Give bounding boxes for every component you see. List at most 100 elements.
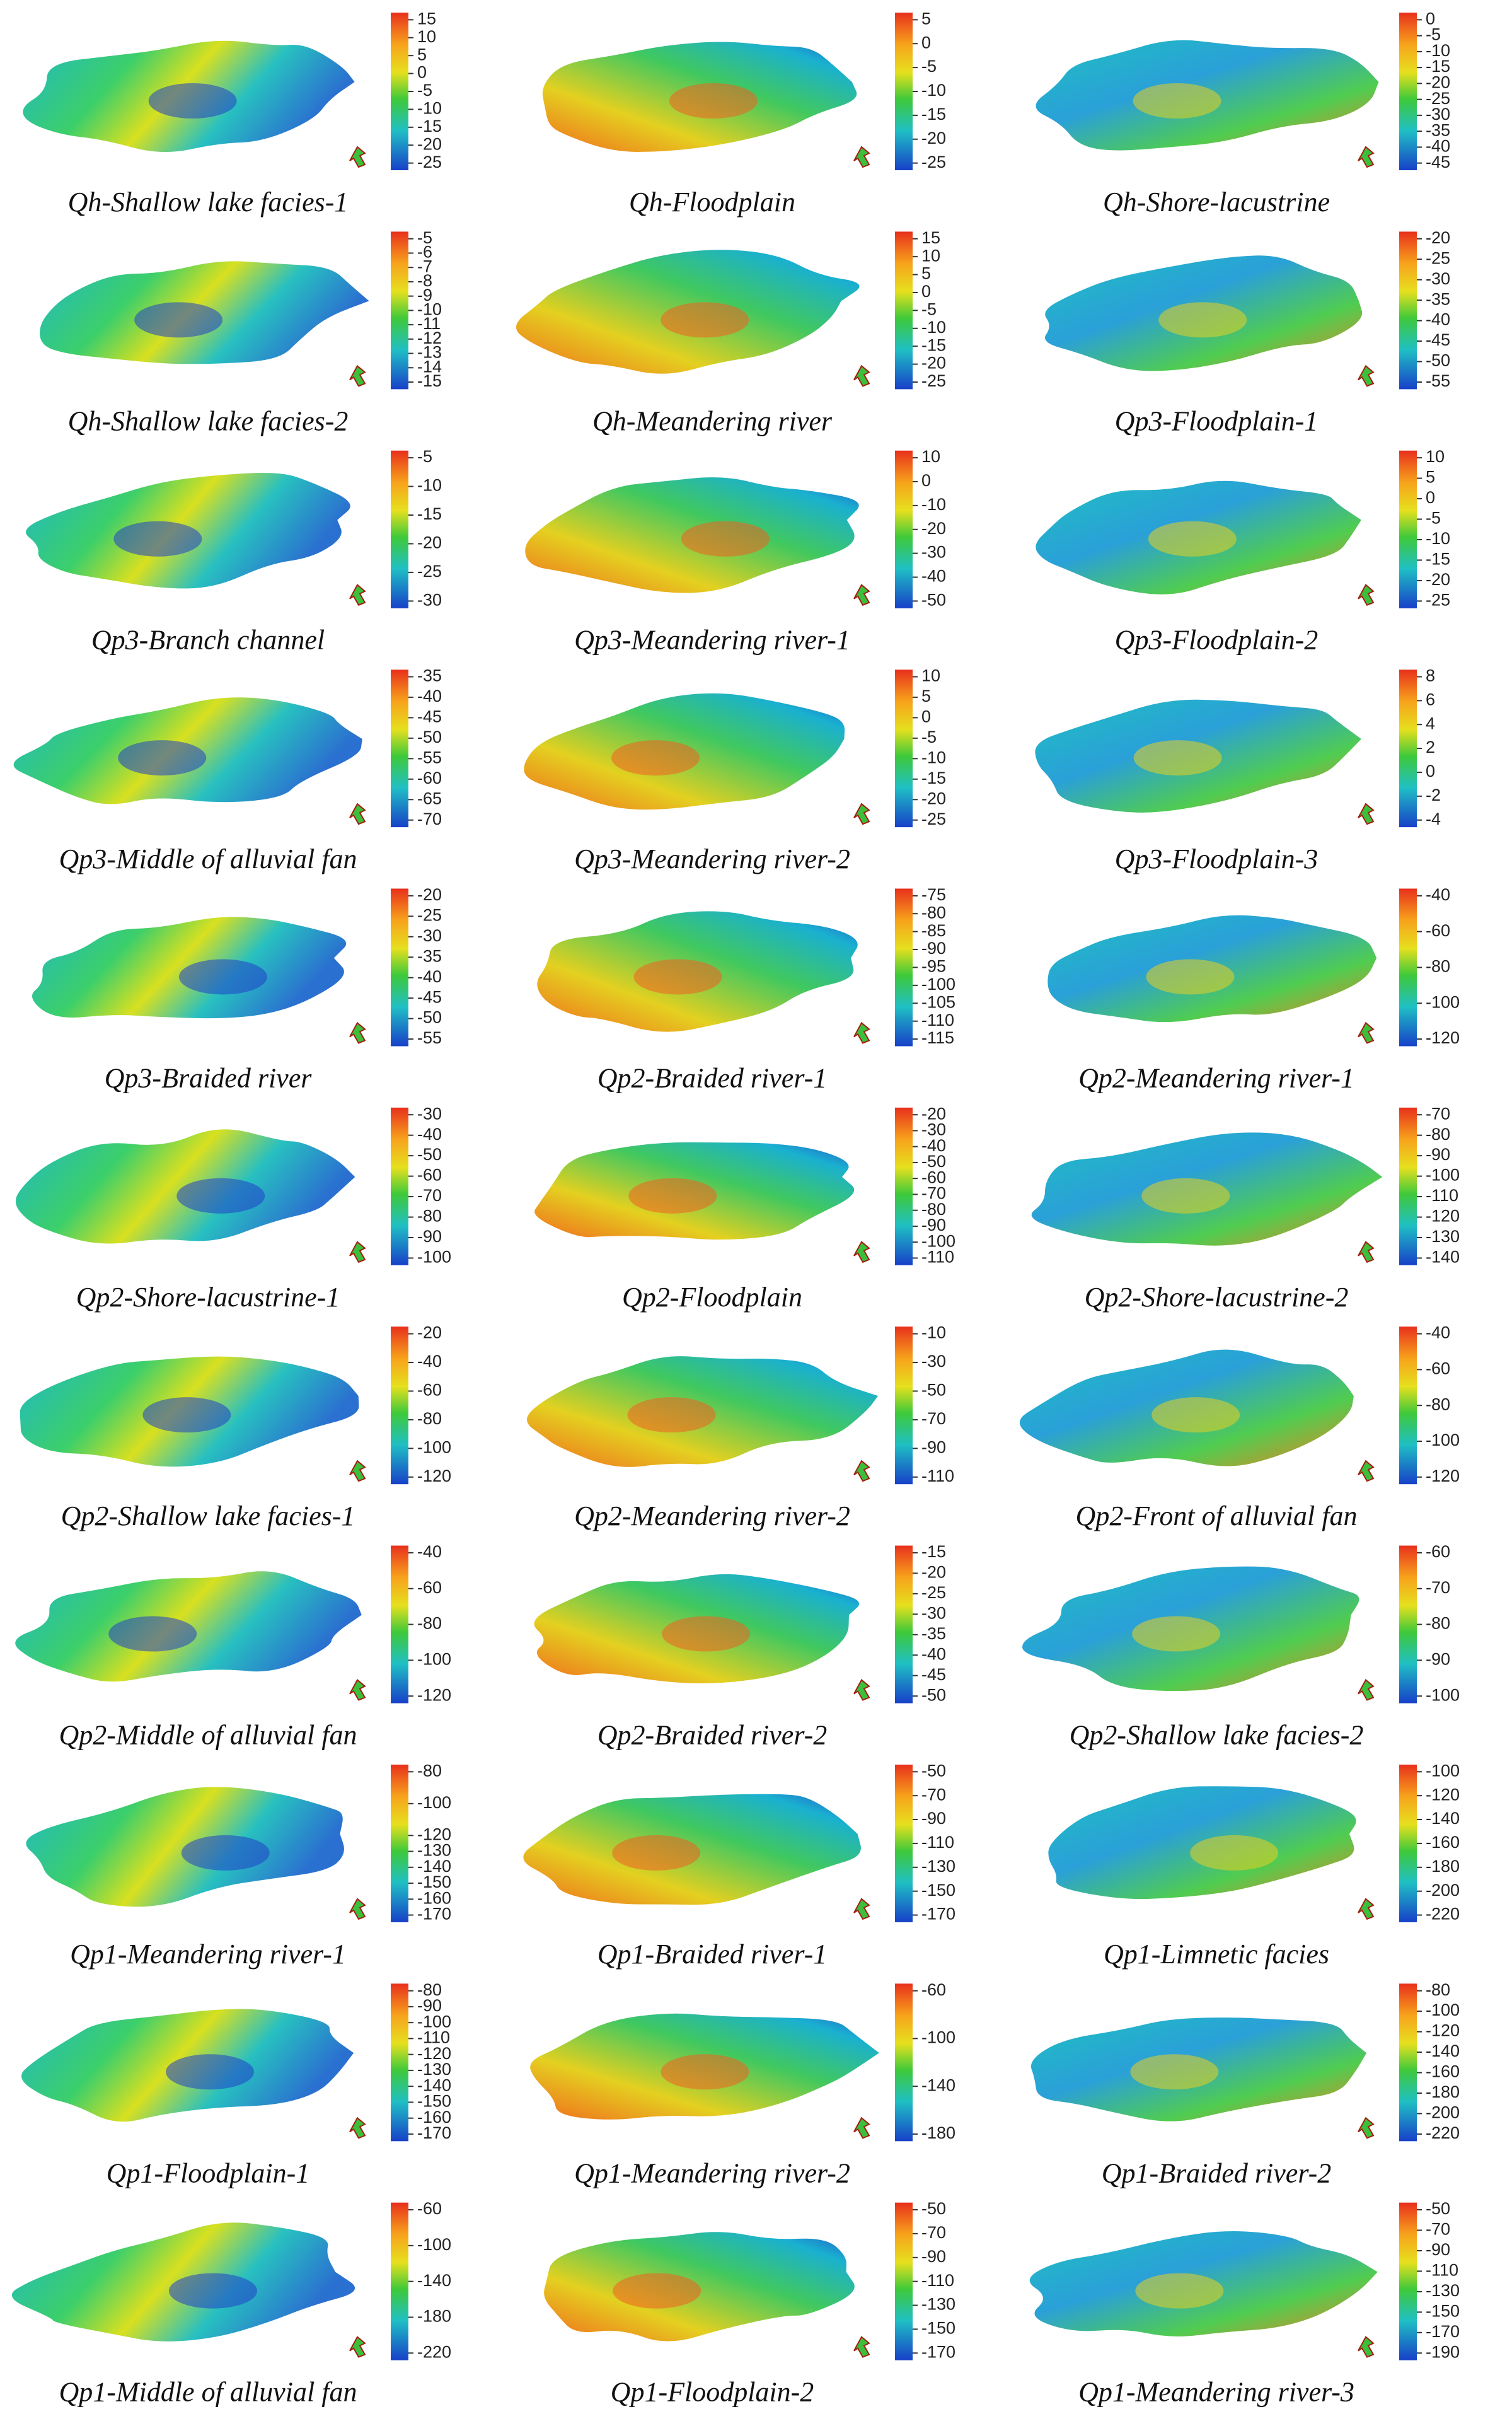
surface-highlight	[134, 302, 223, 338]
panel-caption: Qp1-Meandering river-3	[1078, 2377, 1354, 2408]
colorbar-tick-label: -180	[1426, 2082, 1460, 2101]
colorbar	[391, 13, 408, 170]
colorbar-tick-label: -13	[417, 343, 442, 362]
colorbar-tick-label: -120	[1426, 1028, 1460, 1047]
colorbar-tick-label: -5	[921, 299, 937, 318]
colorbar-tick-label: -5	[417, 447, 432, 466]
colorbar	[1399, 2202, 1417, 2360]
colorbar-tick-label: -140	[1426, 1248, 1460, 1267]
colorbar-tick-label: -90	[417, 1227, 442, 1246]
colorbar-tick-label: -10	[417, 476, 442, 495]
panel-caption: Qp2-Middle of alluvial fan	[59, 1720, 357, 1751]
colorbar-tick-label: -20	[417, 885, 442, 904]
colorbar-tick-label: -40	[417, 1542, 442, 1561]
colorbar-tick-label: -25	[921, 810, 946, 828]
colorbar-tick-label: -120	[1426, 2021, 1460, 2040]
colorbar-tick-label: -7	[417, 257, 432, 276]
north-arrow	[853, 1460, 870, 1482]
colorbar-tick-label: -120	[1426, 1466, 1460, 1485]
colorbar	[391, 1326, 408, 1485]
colorbar-tick-label: -150	[417, 2092, 451, 2111]
north-arrow	[1358, 364, 1375, 387]
colorbar-tick-label: -110	[921, 2271, 954, 2290]
panel-caption: Qp3-Meandering river-2	[574, 844, 850, 874]
surface-highlight	[669, 83, 758, 119]
colorbar	[895, 670, 913, 828]
colorbar-tick-label: -30	[1426, 269, 1450, 288]
colorbar-tick-label: 5	[1426, 468, 1435, 487]
colorbar-tick-label: -160	[1426, 2062, 1460, 2081]
colorbar-tick-label: -30	[417, 926, 442, 945]
north-arrow	[349, 803, 366, 825]
colorbar-tick-label: -150	[1426, 2301, 1460, 2320]
colorbar-tick-label: -45	[1426, 153, 1450, 171]
panel-caption: Qp3-Floodplain-3	[1115, 844, 1319, 874]
north-arrow	[349, 2336, 366, 2358]
colorbar-tick-label: -40	[921, 1136, 946, 1155]
panel-caption: Qp1-Braided river-2	[1102, 2157, 1331, 2188]
surface-highlight	[1132, 1616, 1221, 1652]
surface-highlight	[178, 959, 267, 995]
colorbar-tick-label: -10	[1426, 41, 1450, 60]
surface-highlight	[165, 2054, 254, 2090]
colorbar-tick-label: -20	[417, 1323, 442, 1342]
colorbar-tick-label: -105	[921, 992, 955, 1011]
colorbar-tick-label: -15	[417, 504, 442, 523]
north-arrow	[349, 1898, 366, 1920]
colorbar	[391, 888, 408, 1047]
colorbar-tick-label: -140	[921, 2075, 955, 2094]
north-arrow	[853, 2336, 870, 2358]
colorbar-tick-label: -45	[417, 707, 442, 726]
surface-highlight	[1151, 1397, 1240, 1433]
colorbar-tick-label: -100	[1426, 2000, 1460, 2019]
north-arrow	[349, 146, 366, 168]
colorbar-tick-label: -35	[1426, 289, 1450, 308]
colorbar-tick-label: -70	[921, 1785, 946, 1804]
colorbar-tick-label: -10	[921, 495, 946, 514]
colorbar-tick-label: -120	[417, 1825, 451, 1843]
colorbar-tick-label: -25	[921, 1583, 946, 1602]
north-arrow	[853, 584, 870, 606]
colorbar-tick-label: -15	[921, 105, 946, 124]
panel-caption: Qh-Meandering river	[592, 405, 833, 436]
surface-highlight	[108, 1616, 197, 1652]
surface-highlight	[1141, 1178, 1230, 1214]
colorbar-tick-label: -100	[417, 1437, 451, 1456]
colorbar-tick-label: -40	[1426, 885, 1450, 904]
colorbar	[391, 1545, 408, 1704]
colorbar	[895, 1326, 913, 1485]
colorbar-tick-label: -25	[1426, 248, 1450, 267]
north-arrow	[1358, 2116, 1375, 2139]
colorbar-tick-label: -220	[1426, 2123, 1460, 2142]
colorbar	[1399, 1764, 1417, 1922]
colorbar-tick-label: -90	[921, 939, 946, 958]
colorbar-tick-label: -200	[1426, 1881, 1460, 1900]
surface-highlight	[1133, 83, 1221, 119]
colorbar	[1399, 670, 1417, 828]
colorbar-tick-label: -50	[1426, 2199, 1450, 2218]
colorbar-tick-label: -60	[417, 1578, 442, 1597]
surface-highlight	[148, 83, 237, 119]
colorbar-tick-label: -70	[1426, 2220, 1450, 2239]
colorbar-tick-label: -170	[921, 1905, 955, 1924]
surface-highlight	[168, 2273, 257, 2309]
colorbar-tick-label: -5	[417, 228, 432, 247]
panel-caption: Qp1-Middle of alluvial fan	[59, 2377, 357, 2408]
colorbar-tick-label: -6	[417, 243, 432, 262]
colorbar	[391, 670, 408, 828]
colorbar-tick-label: -60	[921, 1980, 946, 1999]
colorbar-tick-label: -110	[921, 1466, 954, 1485]
colorbar-tick-label: -55	[1426, 371, 1450, 390]
colorbar	[391, 1107, 408, 1265]
colorbar-tick-label: -80	[417, 1761, 442, 1780]
colorbar-tick-label: -60	[1426, 1359, 1450, 1378]
colorbar-tick-label: -170	[921, 2342, 955, 2361]
colorbar-tick-label: -85	[921, 921, 946, 940]
colorbar-tick-label: -40	[417, 1352, 442, 1371]
colorbar-tick-label: -4	[1426, 810, 1441, 828]
colorbar-tick-label: -110	[921, 1248, 954, 1267]
north-arrow	[1358, 803, 1375, 825]
north-arrow	[349, 2116, 366, 2139]
colorbar-tick-label: -70	[417, 1186, 442, 1205]
colorbar-tick-label: -50	[921, 1381, 946, 1400]
